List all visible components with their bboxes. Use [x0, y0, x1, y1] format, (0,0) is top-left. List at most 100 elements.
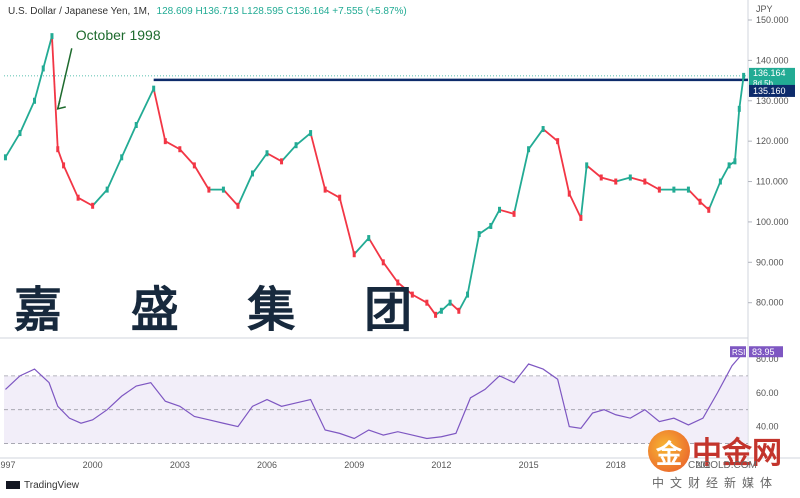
price-segment [324, 188, 341, 199]
price-candle [556, 138, 560, 145]
time-tick-label: 2006 [257, 460, 277, 470]
price-tick-label: 140.000 [756, 55, 789, 65]
price-segment [542, 128, 559, 142]
price-candle [207, 186, 211, 193]
rsi-title-tag [730, 346, 746, 358]
price-candle [152, 85, 156, 92]
price-candle [698, 198, 702, 205]
price-segment [4, 132, 21, 158]
price-candle [742, 72, 746, 79]
tradingview-logo-icon [6, 481, 20, 490]
price-tick-label: 120.000 [756, 136, 789, 146]
price-tick-label: 150.000 [756, 15, 789, 25]
price-segment [707, 181, 722, 211]
price-candle [489, 222, 493, 229]
price-candle [76, 194, 80, 201]
level-price-value: 135.160 [753, 86, 786, 96]
price-segment [280, 144, 297, 162]
price-candle [672, 186, 676, 193]
price-segment [734, 108, 741, 162]
price-candle [265, 150, 269, 157]
rsi-tick-label: 60.00 [756, 388, 779, 398]
price-candle [18, 130, 22, 137]
price-segment [615, 176, 631, 183]
price-candle [41, 65, 45, 72]
price-candle [192, 162, 196, 169]
price-candle [628, 174, 632, 181]
price-segment [77, 196, 94, 207]
last-price-tag [749, 67, 795, 88]
price-segment [33, 68, 45, 102]
price-candle [439, 307, 443, 314]
price-segment [367, 237, 385, 263]
price-segment [120, 124, 138, 158]
price-segment [586, 164, 602, 179]
price-segment [309, 132, 327, 190]
time-tick-label: 202 [695, 460, 710, 470]
price-segment [152, 88, 167, 142]
price-candle [56, 146, 60, 153]
price-segment [19, 100, 36, 134]
price-candle [567, 190, 571, 197]
price-segment [556, 140, 571, 194]
time-tick-label: 2009 [344, 460, 364, 470]
price-segment [42, 35, 53, 69]
logo-glyph: 金 [656, 439, 683, 469]
price-segment [164, 140, 181, 151]
price-candle [134, 122, 138, 128]
price-candle [352, 251, 356, 258]
time-tick-label: 2015 [519, 460, 539, 470]
price-segment [338, 197, 356, 255]
price-candle [410, 291, 414, 298]
price-segment [644, 180, 660, 191]
price-candle [477, 231, 481, 238]
price-candle [33, 97, 37, 104]
last-price-value: 136.164 [753, 68, 786, 78]
tradingview-branding: TradingView [6, 480, 79, 491]
time-tick-label: 2003 [170, 460, 190, 470]
price-candle [120, 154, 124, 161]
price-candle [585, 162, 589, 169]
price-segment [600, 176, 617, 183]
chart-header: U.S. Dollar / Japanese Yen, 1M, 128.609 … [8, 6, 407, 17]
price-candle [309, 130, 313, 137]
price-segment [499, 208, 515, 215]
price-candle [541, 126, 545, 133]
price-segment [397, 281, 413, 296]
level-price-tag [749, 84, 795, 97]
rsi-value: 83.95 [752, 347, 775, 357]
ohlc-readout: 128.609 H136.713 L128.595 C136.164 +7.55… [156, 6, 407, 17]
price-segment [179, 148, 196, 166]
price-candle [657, 186, 661, 193]
price-candle [396, 279, 400, 286]
price-candle [512, 210, 516, 217]
price-candle [614, 178, 618, 185]
rsi-tick-label: 40.00 [756, 422, 779, 432]
price-candle [457, 307, 461, 314]
price-candle [280, 158, 284, 165]
price-candle [448, 299, 452, 306]
price-candle [434, 311, 438, 318]
price-candle [466, 291, 470, 298]
price-segment [295, 132, 312, 146]
price-segment [51, 36, 59, 150]
rsi-title: RSI [732, 348, 745, 357]
symbol-label: U.S. Dollar / Japanese Yen, 1M, [8, 6, 150, 17]
price-segment [193, 164, 210, 191]
price-candle [498, 206, 502, 213]
logo-url: CNGOLD.COM [688, 460, 757, 471]
price-candle [236, 202, 240, 209]
price-candle [105, 186, 109, 193]
price-candle [221, 186, 225, 193]
price-candle [323, 186, 327, 193]
price-segment [62, 165, 79, 199]
price-segment [513, 149, 530, 215]
rsi-tick-label: 80.00 [756, 354, 779, 364]
price-segment [411, 293, 428, 304]
watermark-text: 嘉 盛 集 团 [14, 282, 439, 338]
price-tick-label: 100.000 [756, 217, 789, 227]
time-tick-label: 2018 [606, 460, 626, 470]
price-candle [3, 154, 7, 161]
price-segment [568, 193, 582, 219]
price-candle [294, 142, 298, 149]
